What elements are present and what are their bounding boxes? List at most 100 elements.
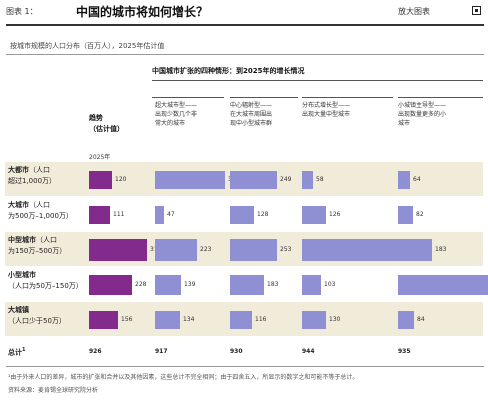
bar xyxy=(398,171,410,189)
bar-value-label: 84 xyxy=(417,316,425,323)
bar xyxy=(230,239,277,261)
exhibit-label: 图表 1： xyxy=(6,7,38,16)
total-value: 926 xyxy=(89,348,102,355)
scenario-column-header: 分布式增长型—— 出现大量中型城市 xyxy=(302,101,350,119)
column-header-line: 出现数量更多的小 xyxy=(398,111,447,118)
footnote-1: ¹由于外来人口的差异，城市的扩张和合并以及其他因素，这些总计不完全相同；由于四舍… xyxy=(8,374,359,381)
bar-value-label: 58 xyxy=(316,176,324,183)
bar xyxy=(155,311,180,329)
category-desc: （人口 xyxy=(36,236,57,244)
bar xyxy=(89,206,110,224)
category-range: 超过1,000万） xyxy=(8,177,57,185)
bar-value-label: 64 xyxy=(413,176,421,183)
bar xyxy=(398,311,414,329)
chart-title: 中国的城市将如何增长？ xyxy=(76,5,209,19)
bar-value-label: 228 xyxy=(135,281,147,288)
column-header-line: 城市 xyxy=(398,120,411,127)
category-label: 小型城市 （人口为50万–150万） xyxy=(8,270,83,292)
scenario-column-rule xyxy=(398,97,483,98)
scenario-column-rule xyxy=(302,97,393,98)
bar xyxy=(155,206,164,224)
bar-value-label: 134 xyxy=(183,316,195,323)
total-value: 944 xyxy=(302,348,315,355)
bar xyxy=(89,311,118,329)
footnote-source: 资料来源：麦肯锡全球研究院分析 xyxy=(8,387,99,394)
bar xyxy=(155,171,225,189)
category-name: 中型城市 xyxy=(8,236,36,244)
column-header-line: 出现大量中型城市 xyxy=(302,111,351,118)
bar xyxy=(398,275,488,295)
bar xyxy=(302,239,401,261)
bar-value-label: 139 xyxy=(184,281,196,288)
category-range: 为500万–1,000万） xyxy=(8,212,73,220)
bar-value-label: 183 xyxy=(435,246,447,253)
category-name: 大城镇 xyxy=(8,306,29,314)
category-label: 大城市（人口为500万–1,000万） xyxy=(8,200,73,222)
bar-value-label: 82 xyxy=(416,211,424,218)
bar xyxy=(155,275,181,295)
bar-value-label: 120 xyxy=(115,176,127,183)
scenario-column-rule xyxy=(152,97,224,98)
bar xyxy=(302,171,313,189)
chart-subtitle: 按城市规模的人口分布（百万人），2025年估计值 xyxy=(10,42,165,50)
total-value: 930 xyxy=(230,348,243,355)
bar xyxy=(230,206,254,224)
category-desc: （人口 xyxy=(29,201,50,209)
category-range: 为150万–500万） xyxy=(8,247,67,255)
column-header-line: 小城镇主导型—— xyxy=(398,102,447,109)
total-value: 917 xyxy=(155,348,168,355)
bar xyxy=(89,275,132,295)
header-rule xyxy=(6,24,484,26)
bar xyxy=(230,311,252,329)
bar-value-label: 156 xyxy=(121,316,133,323)
category-name: 大城市 xyxy=(8,201,29,209)
bar-value-label: 103 xyxy=(324,281,336,288)
category-desc: （人口 xyxy=(29,166,50,174)
footnote-rule xyxy=(6,366,484,367)
column-header-line: 常大的城市 xyxy=(155,120,186,127)
year-label: 2025年 xyxy=(89,154,111,161)
category-label: 中型城市（人口为150万–500万） xyxy=(8,235,66,257)
scenario-rule xyxy=(152,80,483,81)
totals-footnote-marker: 1 xyxy=(22,347,26,353)
bar xyxy=(302,275,321,295)
column-header-line: 现中小型城市群 xyxy=(230,120,273,127)
category-name: 大都市 xyxy=(8,166,29,174)
scenario-column-header: 超大城市型—— 出现少数几个非 常大的城市 xyxy=(155,101,197,128)
scenario-header: 中国城市扩张的四种情形：到2025年的增长情况 xyxy=(152,67,305,75)
bar xyxy=(155,239,197,261)
column-header-line: 超大城市型—— xyxy=(155,102,198,109)
subtitle-rule xyxy=(6,54,484,55)
category-range: （人口为50万–150万） xyxy=(8,282,83,290)
column-header-line: 在大城市周围出 xyxy=(230,111,273,118)
trend-header-line: （估计值） xyxy=(89,125,124,133)
scenario-column-rule xyxy=(230,97,298,98)
bar-value-label: 223 xyxy=(200,246,212,253)
bar-value-label: 111 xyxy=(113,211,125,218)
enlarge-icon[interactable] xyxy=(472,6,481,15)
scenario-column-header: 中心辐射型—— 在大城市周围出 现中小型城市群 xyxy=(230,101,272,128)
bar-value-label: 253 xyxy=(280,246,292,253)
category-label: 大城镇 （人口少于50万） xyxy=(8,305,66,327)
totals-label: 总计1 xyxy=(8,347,25,357)
bar-value-label: 183 xyxy=(267,281,279,288)
chart-header: 图表 1： 中国的城市将如何增长？ 放大图表 xyxy=(0,0,488,24)
bar xyxy=(398,206,413,224)
bar-value-label: 116 xyxy=(255,316,267,323)
bar-value-label: 126 xyxy=(329,211,341,218)
bar xyxy=(302,311,326,329)
bar xyxy=(302,206,326,224)
column-header-line: 分布式增长型—— xyxy=(302,102,351,109)
bar-value-label: 47 xyxy=(167,211,175,218)
bar xyxy=(89,239,147,261)
enlarge-chart-link[interactable]: 放大图表 xyxy=(398,7,430,16)
total-value: 935 xyxy=(398,348,411,355)
column-header-line: 中心辐射型—— xyxy=(230,102,273,109)
trend-column-header: 趋势 （估计值） xyxy=(89,113,124,135)
bar xyxy=(230,275,264,295)
trend-header-line: 趋势 xyxy=(89,114,103,122)
bar-value-label: 130 xyxy=(329,316,341,323)
bar-value-label: 249 xyxy=(280,176,292,183)
bar xyxy=(398,239,432,261)
bar-value-label: 128 xyxy=(257,211,269,218)
